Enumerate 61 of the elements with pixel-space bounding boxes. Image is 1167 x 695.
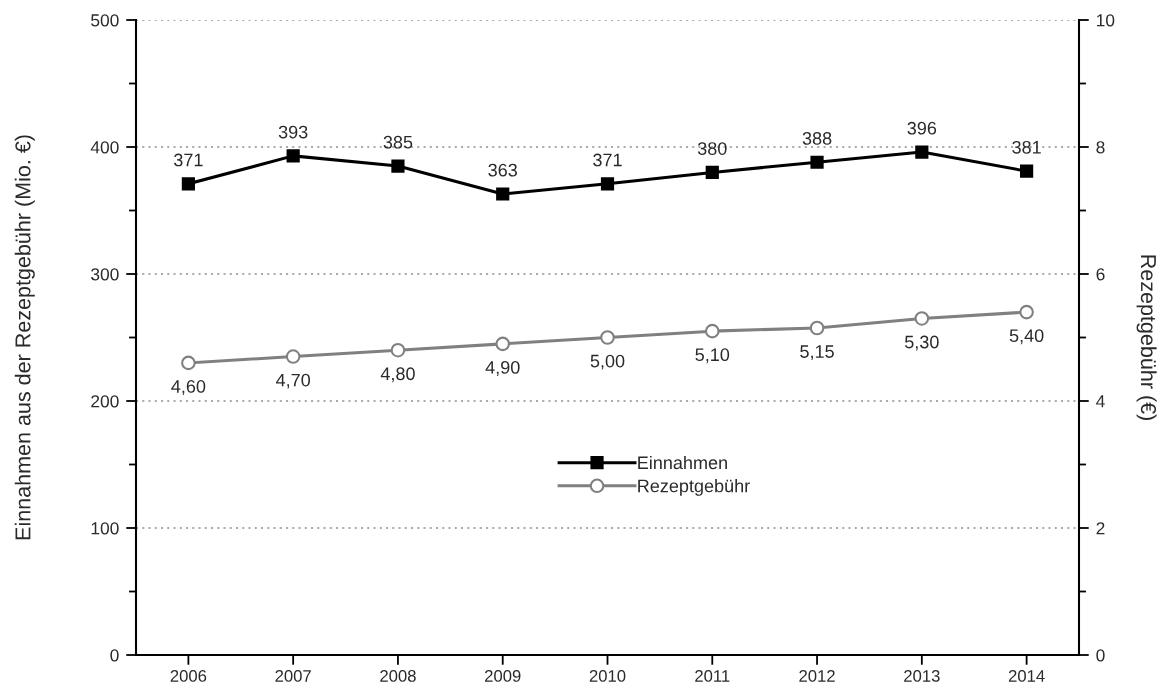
data-label: 388 <box>802 132 832 145</box>
x-tick-label: 2008 <box>380 670 416 682</box>
point <box>495 336 511 352</box>
data-label: 363 <box>488 163 517 177</box>
y-tick-label: 0 <box>110 649 119 662</box>
data-label: 385 <box>383 135 413 149</box>
legend-label: Einnahmen <box>638 455 727 470</box>
point <box>600 177 615 191</box>
legend-label: Rezeptgebühr <box>638 479 750 496</box>
data-label: 5,15 <box>800 345 834 361</box>
x-tick-label: 2012 <box>799 670 835 682</box>
y2-tick-label: 8 <box>1096 141 1105 154</box>
point <box>391 159 405 173</box>
point <box>496 187 510 201</box>
point <box>809 320 825 336</box>
point <box>285 349 301 364</box>
data-label: 371 <box>593 153 622 167</box>
point <box>390 342 406 358</box>
point <box>181 177 195 191</box>
data-label: 4,70 <box>276 373 311 389</box>
point <box>1019 304 1034 320</box>
data-label: 4,60 <box>171 380 206 395</box>
point <box>810 155 824 169</box>
point <box>1020 164 1034 178</box>
y2-tick-label: 6 <box>1096 268 1105 281</box>
point <box>704 323 720 339</box>
data-label: 381 <box>1012 140 1041 154</box>
data-label: 396 <box>907 121 937 135</box>
y-tick-label: 400 <box>90 141 119 154</box>
data-label: 4,90 <box>485 360 520 376</box>
data-label: 393 <box>278 125 308 139</box>
x-tick-label: 2013 <box>904 670 940 682</box>
data-label: 5,40 <box>1009 329 1044 345</box>
y-axis-title: Einnahmen aus der Rezeptgebühr (Mio. €) <box>14 135 35 540</box>
x-tick-label: 2011 <box>695 670 730 682</box>
y2-axis-title: Rezeptgebühr (€) <box>1136 255 1157 420</box>
x-tick-label: 2010 <box>589 670 626 682</box>
y2-tick-label: 10 <box>1096 14 1115 27</box>
x-tick-label: 2009 <box>485 670 521 682</box>
point <box>914 311 930 326</box>
y2-tick-label: 2 <box>1096 522 1105 535</box>
y2-tick-label: 4 <box>1096 395 1105 408</box>
data-label: 371 <box>174 153 203 167</box>
point <box>915 145 929 159</box>
x-tick-label: 2014 <box>1008 670 1045 682</box>
data-label: 5,30 <box>904 335 939 351</box>
data-label: 4,80 <box>380 367 415 383</box>
x-tick-label: 2006 <box>170 670 207 682</box>
x-tick-label: 2007 <box>275 670 311 682</box>
point <box>600 330 615 345</box>
data-label: 380 <box>697 142 727 155</box>
data-label: 5,10 <box>695 348 730 364</box>
y-tick-label: 300 <box>91 268 119 281</box>
y-tick-label: 200 <box>91 395 119 408</box>
y-tick-label: 100 <box>91 522 119 535</box>
point <box>705 165 719 179</box>
point <box>181 355 196 371</box>
y-tick-label: 500 <box>91 14 119 27</box>
y2-tick-label: 0 <box>1096 649 1105 662</box>
data-label: 5,00 <box>590 354 625 370</box>
point <box>286 149 300 163</box>
